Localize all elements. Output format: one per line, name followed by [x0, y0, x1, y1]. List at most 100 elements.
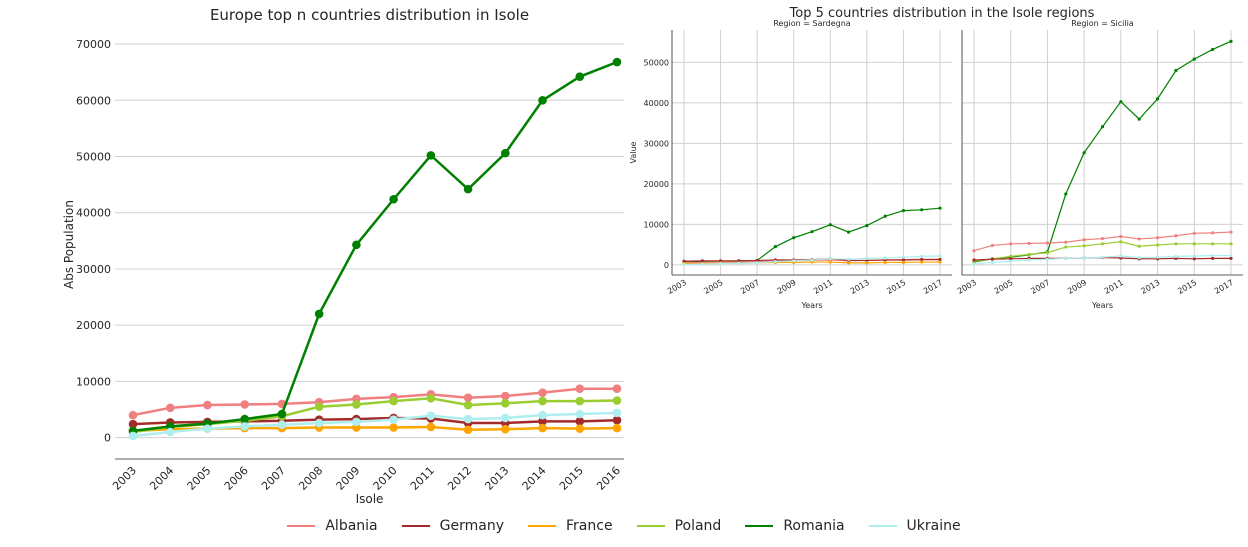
facet-y-tick-label: 40000 — [644, 99, 669, 108]
facet-data-point-albania — [990, 243, 994, 248]
facet-data-point-poland — [1229, 242, 1233, 246]
facet-data-point-ukraine — [1100, 255, 1105, 259]
facet-title: Region = Sardegna — [773, 19, 850, 28]
facet-data-point-ukraine — [883, 256, 887, 260]
main-data-point-ukraine — [501, 413, 510, 423]
facet-data-point-romania — [1119, 100, 1123, 104]
main-data-point-france — [612, 423, 622, 433]
facet-data-point-poland — [1137, 244, 1141, 248]
facet-data-point-france — [901, 260, 906, 265]
main-data-point-romania — [314, 309, 324, 319]
main-y-tick-label: 0 — [104, 432, 111, 445]
chart-canvas: Europe top n countries distribution in I… — [62, 6, 1243, 506]
facet-data-point-romania — [846, 230, 851, 234]
facet-series-romania — [972, 39, 1233, 264]
main-x-tick-label: 2007 — [259, 464, 288, 493]
legend-item-albania: Albania — [287, 518, 378, 534]
facet-data-point-germany — [901, 258, 906, 262]
facet-title: Region = Sicilia — [1071, 19, 1134, 28]
main-data-point-romania — [240, 414, 249, 424]
facet-data-point-germany — [718, 259, 723, 263]
facet-data-point-romania — [1064, 192, 1068, 196]
main-series-romania — [128, 57, 622, 436]
facet-data-point-romania — [1229, 39, 1233, 43]
facet-data-point-ukraine — [773, 260, 778, 264]
facet-x-tick-label: 2007 — [739, 278, 761, 296]
main-series-line-romania — [132, 60, 618, 433]
facet-data-point-ukraine — [1174, 254, 1178, 258]
legend-label: Germany — [439, 518, 504, 534]
facet-data-point-romania — [865, 223, 869, 228]
facet-y-tick-label: 0 — [664, 261, 669, 270]
facet-data-point-france — [883, 260, 887, 265]
main-data-point-germany — [538, 417, 547, 426]
legend-label: Ukraine — [906, 518, 961, 534]
main-data-point-albania — [612, 384, 622, 394]
facet-data-point-germany — [990, 257, 994, 261]
main-data-point-ukraine — [314, 418, 324, 428]
main-chart-title: Europe top n countries distribution in I… — [210, 6, 529, 24]
facet-data-point-ukraine — [1229, 253, 1233, 258]
facet-series-ukraine — [972, 253, 1233, 266]
facet-data-point-romania — [1155, 97, 1160, 101]
main-data-point-romania — [352, 240, 361, 250]
facet-data-point-ukraine — [1064, 256, 1068, 260]
main-series-line-ukraine — [132, 411, 618, 438]
facet-x-tick-label: 2009 — [1066, 278, 1088, 296]
facet-data-point-germany — [1211, 256, 1215, 260]
facet-data-point-ukraine — [920, 254, 924, 258]
facet-data-point-romania — [773, 245, 778, 249]
facet-data-point-poland — [1174, 242, 1178, 246]
facet-x-tick-label: 2013 — [1139, 278, 1161, 296]
facet-x-tick-label: 2017 — [1213, 278, 1235, 296]
facet-data-point-germany — [755, 258, 759, 263]
legend-item-poland: Poland — [636, 518, 721, 534]
main-y-tick-label: 30000 — [76, 263, 111, 276]
legend-swatch — [636, 525, 665, 527]
facet-data-point-albania — [1137, 237, 1141, 241]
main-data-point-romania — [575, 72, 585, 81]
main-data-point-poland — [389, 396, 398, 406]
main-y-tick-label: 60000 — [76, 94, 111, 107]
facet-series-ukraine — [682, 254, 942, 267]
main-data-point-ukraine — [352, 417, 361, 427]
facet-data-point-romania — [792, 236, 796, 240]
legend-label: France — [566, 518, 613, 534]
facet-x-tick-label: 2003 — [666, 278, 688, 296]
main-y-tick-label: 20000 — [76, 319, 111, 332]
legend-label: Albania — [325, 518, 378, 534]
facet-data-point-albania — [1192, 231, 1196, 235]
main-data-point-romania — [538, 95, 547, 105]
main-series-line-albania — [132, 387, 617, 417]
facet-data-point-albania — [1174, 234, 1178, 238]
facet-data-point-poland — [1064, 245, 1068, 249]
facet-x-tick-label: 2007 — [1029, 278, 1051, 296]
facet-data-point-albania — [972, 249, 976, 253]
facet-y-axis-label: Value — [629, 141, 638, 163]
facet-data-point-ukraine — [1137, 255, 1141, 260]
main-y-axis-label: Abs Population — [62, 200, 76, 289]
main-x-tick-label: 2004 — [147, 464, 176, 493]
legend-item-romania: Romania — [745, 518, 845, 534]
main-data-point-romania — [501, 148, 510, 158]
facet-data-point-romania — [901, 209, 906, 213]
facet-y-tick-label: 30000 — [644, 139, 669, 148]
main-y-tick-label: 10000 — [76, 375, 111, 388]
main-data-point-france — [538, 423, 547, 433]
facet-data-point-poland — [1119, 240, 1123, 244]
facet-data-point-poland — [1192, 242, 1196, 246]
facet-series-romania — [682, 206, 942, 264]
facet-y-tick-label: 10000 — [644, 220, 669, 229]
facet-series-line-romania — [973, 40, 1232, 263]
main-x-tick-label: 2006 — [222, 464, 251, 493]
legend-swatch — [528, 525, 556, 527]
facet-data-point-germany — [1229, 256, 1233, 260]
main-data-point-romania — [612, 57, 622, 67]
main-data-point-ukraine — [128, 431, 138, 441]
facet-x-tick-label: 2009 — [776, 278, 798, 296]
facet-chart-title: Top 5 countries distribution in the Isol… — [789, 6, 1095, 21]
main-data-point-albania — [203, 400, 212, 410]
main-data-point-ukraine — [612, 408, 622, 418]
main-data-point-albania — [501, 391, 510, 401]
main-y-tick-label: 50000 — [76, 151, 111, 164]
